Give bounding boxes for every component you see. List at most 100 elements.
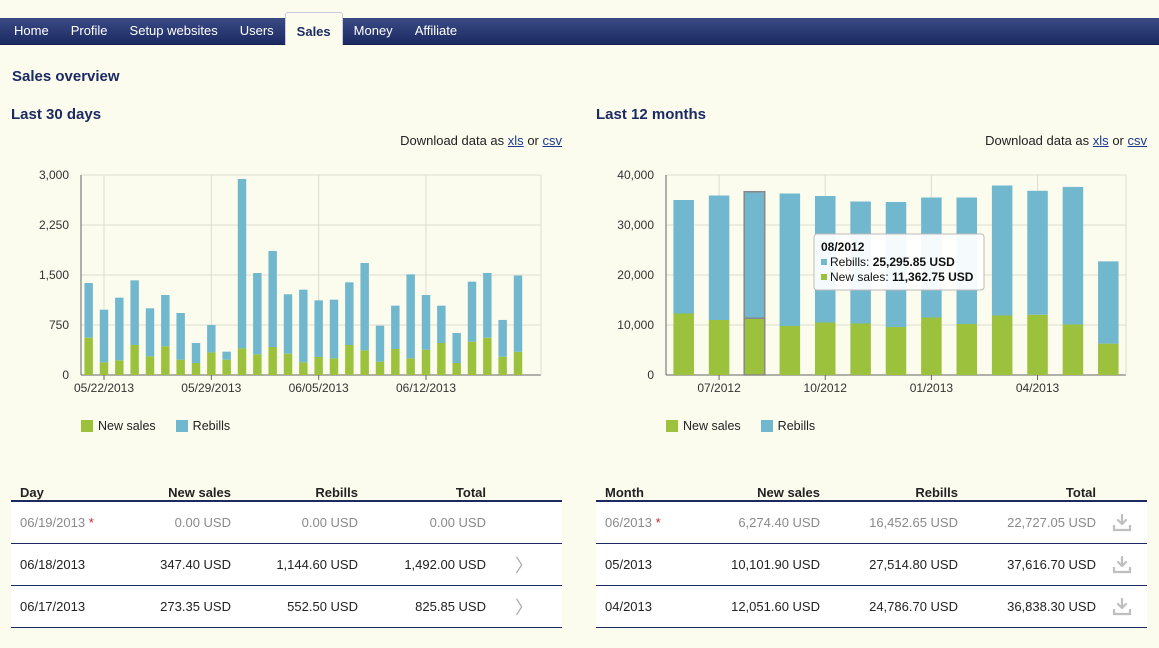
bar-rebills[interactable] [191,343,201,363]
bar-new-sales[interactable] [513,351,523,375]
bar-rebills[interactable] [237,179,247,349]
bar-rebills[interactable] [513,275,523,352]
row-chevron-icon[interactable]: 〉 [515,555,533,576]
nav-affiliate[interactable]: Affiliate [414,23,458,38]
legend-item-new-sales[interactable]: New sales [81,419,156,433]
legend-item-rebills[interactable]: Rebills [760,419,815,433]
bar-new-sales[interactable] [921,317,942,376]
row-download-button[interactable] [1096,597,1147,616]
table-row[interactable]: 04/2013 12,051.60 USD 24,786.70 USD 36,838.… [596,586,1147,628]
bar-rebills[interactable] [329,299,339,359]
bar-rebills[interactable] [498,319,507,357]
bar-new-sales[interactable] [1027,314,1048,375]
bar-rebills[interactable] [145,308,155,357]
nav-sales[interactable]: Sales [284,12,343,45]
bar-new-sales[interactable] [253,354,262,375]
bar-rebills[interactable] [222,351,231,360]
bar-new-sales[interactable] [406,358,415,375]
bar-rebills[interactable] [779,193,801,327]
table-row[interactable]: 06/2013 * 6,274.40 USD 16,452.65 USD 22,727… [596,502,1147,544]
nav-home[interactable]: Home [14,23,49,38]
nav-money[interactable]: Money [353,23,393,38]
bar-rebills[interactable] [743,190,766,319]
bar-new-sales[interactable] [1098,343,1119,375]
bar-new-sales[interactable] [237,348,247,375]
bar-new-sales[interactable] [498,356,507,375]
bar-rebills[interactable] [708,195,730,321]
bar-rebills[interactable] [437,305,446,343]
row-chevron-icon[interactable]: 〉 [515,597,533,618]
bar-rebills[interactable] [406,274,415,359]
bar-rebills[interactable] [283,294,293,354]
bar-new-sales[interactable] [956,324,978,375]
bar-new-sales[interactable] [268,347,277,375]
bar-rebills[interactable] [314,300,323,357]
nav-users[interactable]: Users [239,23,274,38]
row-download-button[interactable] [1096,555,1147,574]
nav-setup-websites[interactable]: Setup websites [129,23,218,38]
nav-profile[interactable]: Profile [70,23,108,38]
bar-new-sales[interactable] [176,359,185,375]
bar-rebills[interactable] [421,295,431,350]
bar-new-sales[interactable] [708,320,730,375]
bar-rebills[interactable] [161,295,170,347]
bar-rebills[interactable] [115,297,124,361]
bar-new-sales[interactable] [437,343,446,375]
bar-new-sales[interactable] [391,349,400,375]
bar-new-sales[interactable] [329,358,339,375]
legend-item-rebills[interactable]: Rebills [175,419,230,433]
bar-new-sales[interactable] [207,352,216,375]
bar-rebills[interactable] [483,273,492,338]
bar-new-sales[interactable] [467,341,477,375]
bar-new-sales[interactable] [314,357,323,375]
row-download-button[interactable] [1096,513,1147,532]
bar-rebills[interactable] [673,200,694,314]
bar-new-sales[interactable] [814,322,836,376]
bar-new-sales[interactable] [345,345,354,375]
bar-rebills[interactable] [84,283,93,338]
bar-rebills[interactable] [299,289,308,363]
bar-rebills[interactable] [375,325,385,362]
download-xls-link[interactable]: xls [1092,133,1109,148]
bar-new-sales[interactable] [84,337,93,375]
bar-rebills[interactable] [452,333,461,363]
bar-new-sales[interactable] [779,326,801,375]
bar-new-sales[interactable] [483,337,492,375]
bar-new-sales[interactable] [673,313,694,376]
bar-new-sales[interactable] [99,362,109,375]
download-csv-link[interactable]: csv [542,133,563,148]
bar-new-sales[interactable] [452,363,461,375]
bar-new-sales[interactable] [283,353,293,375]
bar-rebills[interactable] [99,309,109,363]
table-row[interactable]: 06/17/2013 273.35 USD 552.50 USD 825.85 USD… [11,586,562,628]
table-row[interactable]: 06/19/2013 * 0.00 USD 0.00 USD 0.00 USD [11,502,562,544]
bar-rebills[interactable] [345,282,354,345]
bar-rebills[interactable] [176,313,185,360]
table-row[interactable]: 06/18/2013 347.40 USD 1,144.60 USD 1,492.00… [11,544,562,586]
bar-new-sales[interactable] [191,363,201,375]
bar-rebills[interactable] [1062,186,1084,325]
bar-rebills[interactable] [207,325,216,353]
download-csv-link[interactable]: csv [1127,133,1148,148]
bar-rebills[interactable] [130,280,139,345]
bar-rebills[interactable] [360,263,369,351]
bar-rebills[interactable] [467,281,477,342]
bar-new-sales[interactable] [222,359,231,375]
bar-rebills[interactable] [268,251,277,347]
bar-new-sales[interactable] [360,350,369,375]
bar-new-sales[interactable] [115,360,124,375]
bar-new-sales[interactable] [850,323,871,376]
bar-new-sales[interactable] [299,362,308,375]
bar-rebills[interactable] [391,305,400,349]
bar-new-sales[interactable] [885,327,907,375]
bar-new-sales[interactable] [1062,324,1084,375]
table-row[interactable]: 05/2013 10,101.90 USD 27,514.80 USD 37,616.… [596,544,1147,586]
bar-new-sales[interactable] [421,349,431,375]
bar-rebills[interactable] [991,185,1013,316]
bar-rebills[interactable] [253,273,262,355]
download-xls-link[interactable]: xls [507,133,524,148]
bar-new-sales[interactable] [991,315,1013,376]
bar-new-sales[interactable] [375,361,385,375]
legend-item-new-sales[interactable]: New sales [666,419,741,433]
bar-new-sales[interactable] [145,356,155,375]
